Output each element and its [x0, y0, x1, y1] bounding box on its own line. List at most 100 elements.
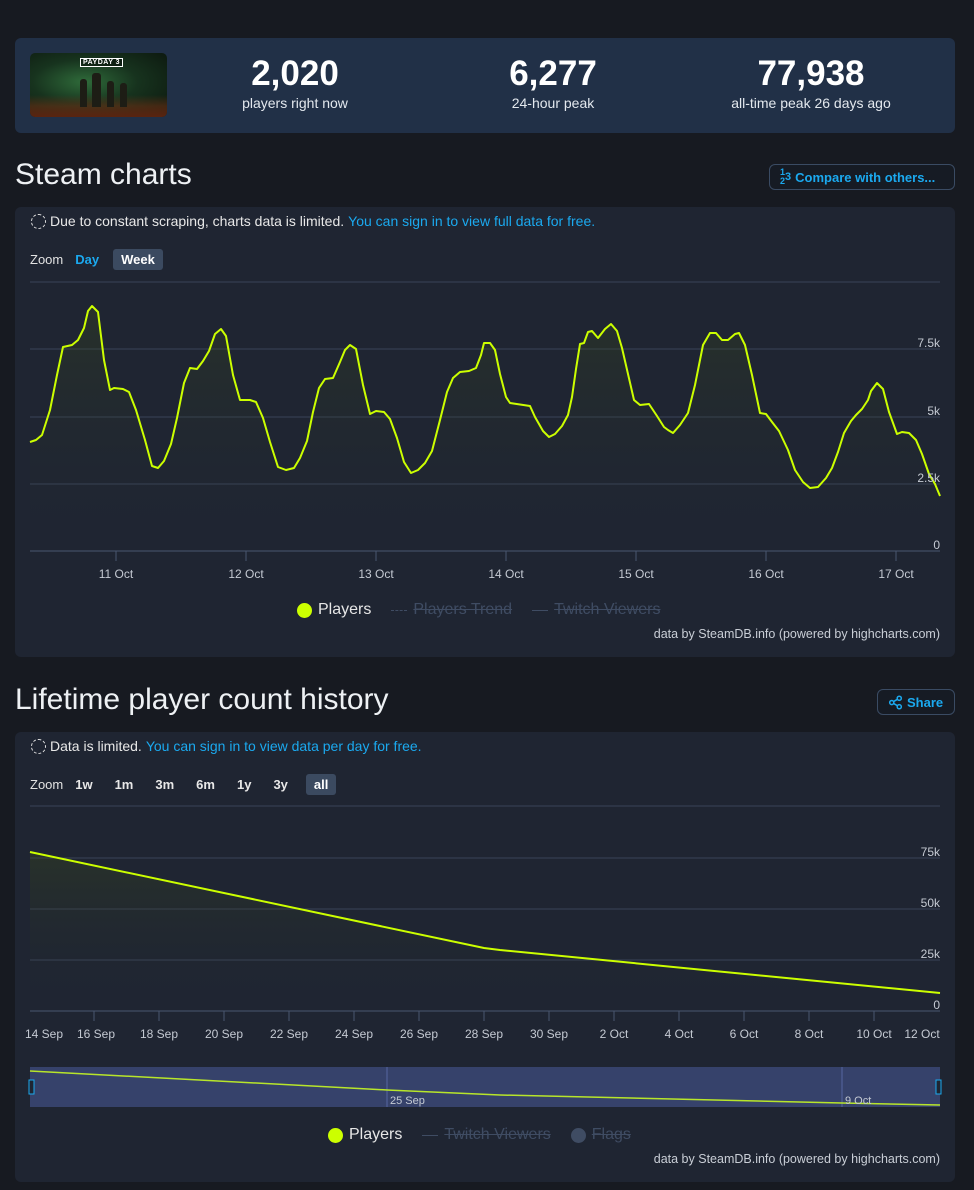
sign-in-link[interactable]: You can sign in to view data per day for…	[145, 738, 422, 754]
stat-value: 6,277	[509, 54, 597, 93]
zoom-label: Zoom	[30, 777, 64, 792]
notice-text: Due to constant scraping, charts data is…	[50, 213, 345, 229]
game-thumbnail[interactable]: PAYDAY 3	[30, 53, 167, 117]
stat-all-time-peak: 77,938 all-time peak 26 days ago	[691, 54, 931, 111]
share-icon	[888, 694, 903, 710]
zoom-1y-button[interactable]: 1y	[236, 777, 252, 792]
range-navigator[interactable]: 25 Sep 9 Oct	[28, 1067, 942, 1107]
legend-twitch-viewers[interactable]: Twitch Viewers	[532, 601, 660, 619]
y-label: 2.5k	[917, 471, 941, 485]
x-label: 10 Oct	[856, 1027, 892, 1041]
x-label: 11 Oct	[99, 567, 134, 581]
loading-icon	[31, 213, 46, 229]
y-label: 7.5k	[917, 336, 941, 350]
legend-twitch-viewers[interactable]: Twitch Viewers	[422, 1126, 551, 1144]
stat-label: players right now	[242, 95, 348, 111]
x-label: 14 Oct	[488, 567, 524, 581]
y-label: 5k	[927, 404, 941, 418]
notice-text: Data is limited.	[50, 738, 142, 754]
thumbnail-figure	[92, 73, 101, 107]
x-label: 16 Sep	[77, 1027, 115, 1041]
y-label: 50k	[921, 896, 941, 910]
zoom-day-button[interactable]: Day	[75, 252, 100, 267]
players-line	[29, 851, 941, 994]
y-label: 0	[933, 998, 940, 1012]
x-label: 18 Sep	[140, 1027, 178, 1041]
stat-label: 24-hour peak	[511, 95, 595, 111]
legend-flags[interactable]: Flags	[570, 1126, 631, 1144]
dotted-line-icon	[391, 609, 408, 611]
sign-in-link[interactable]: You can sign in to view full data for fr…	[348, 213, 596, 229]
x-label: 17 Oct	[878, 567, 914, 581]
zoom-selector: Zoom Day Week	[30, 249, 173, 270]
legend-label: Twitch Viewers	[444, 1126, 551, 1143]
zoom-1m-button[interactable]: 1m	[114, 777, 134, 792]
y-axis-labels: 7.5k 5k 2.5k 0	[917, 336, 941, 552]
data-limited-notice: Due to constant scraping, charts data is…	[31, 213, 595, 229]
x-axis-labels: 14 Sep 16 Sep 18 Sep 20 Sep 22 Sep 24 Se…	[25, 1027, 940, 1041]
stat-label: all-time peak 26 days ago	[731, 95, 891, 111]
chart-credit[interactable]: data by SteamDB.info (powered by highcha…	[653, 1152, 940, 1166]
x-label: 15 Oct	[618, 567, 654, 581]
x-label: 12 Oct	[904, 1027, 940, 1041]
steam-players-chart[interactable]: 7.5k 5k 2.5k 0 11 Oct 12 Oct 13 Oct 14 O…	[0, 0, 974, 660]
legend-players[interactable]: Players	[328, 1126, 402, 1144]
x-label: 22 Sep	[270, 1027, 308, 1041]
game-header-card: PAYDAY 3 2,020 players right now 6,277 2…	[15, 38, 955, 133]
steam-charts-legend: Players Players Trend Twitch Viewers	[297, 601, 660, 619]
legend-label: Players	[349, 1126, 403, 1143]
thumbnail-figure	[120, 83, 127, 107]
legend-label: Twitch Viewers	[554, 601, 661, 618]
navigator-right-handle[interactable]	[935, 1079, 942, 1095]
x-label: 24 Sep	[335, 1027, 373, 1041]
legend-label: Players Trend	[413, 601, 513, 618]
y-label: 75k	[921, 845, 941, 859]
line-icon	[532, 609, 549, 611]
legend-players[interactable]: Players	[297, 601, 371, 619]
x-ticks	[93, 1011, 875, 1021]
stat-value: 2,020	[251, 54, 339, 93]
zoom-week-button[interactable]: Week	[113, 249, 163, 270]
x-label: 28 Sep	[465, 1027, 503, 1041]
line-icon	[422, 1134, 439, 1136]
y-label: 25k	[921, 947, 941, 961]
players-dot-icon	[328, 1127, 343, 1143]
players-dot-icon	[297, 602, 312, 618]
legend-label: Players	[318, 601, 372, 618]
x-label: 6 Oct	[730, 1027, 759, 1041]
y-label: 0	[933, 538, 940, 552]
share-button[interactable]: Share	[877, 689, 955, 715]
chart-credit[interactable]: data by SteamDB.info (powered by highcha…	[653, 627, 940, 641]
x-label: 26 Sep	[400, 1027, 438, 1041]
zoom-all-button[interactable]: all	[305, 774, 337, 795]
x-label: 14 Sep	[25, 1027, 63, 1041]
y-axis-labels: 75k 50k 25k 0	[921, 845, 941, 1012]
x-label: 16 Oct	[748, 567, 784, 581]
share-button-label: Share	[907, 694, 944, 710]
navigator-label: 25 Sep	[390, 1095, 425, 1107]
loading-icon	[31, 738, 46, 754]
zoom-3m-button[interactable]: 3m	[155, 777, 175, 792]
players-line	[29, 305, 941, 497]
zoom-selector: Zoom 1w 1m 3m 6m 1y 3y all	[30, 774, 346, 795]
x-label: 8 Oct	[795, 1027, 824, 1041]
x-label: 2 Oct	[600, 1027, 629, 1041]
thumbnail-figure	[80, 79, 87, 107]
navigator-left-handle[interactable]	[28, 1079, 35, 1095]
legend-players-trend[interactable]: Players Trend	[391, 601, 512, 619]
players-area	[30, 852, 940, 1011]
zoom-1w-button[interactable]: 1w	[75, 777, 93, 792]
x-label: 12 Oct	[228, 567, 264, 581]
game-logo: PAYDAY 3	[80, 58, 124, 67]
x-label: 4 Oct	[665, 1027, 694, 1041]
steam-charts-title: Steam charts	[15, 158, 192, 191]
lifetime-legend: Players Twitch Viewers Flags	[328, 1126, 631, 1144]
x-axis-labels: 11 Oct 12 Oct 13 Oct 14 Oct 15 Oct 16 Oc…	[99, 567, 915, 581]
zoom-label: Zoom	[30, 252, 64, 267]
x-label: 13 Oct	[358, 567, 394, 581]
zoom-3y-button[interactable]: 3y	[273, 777, 288, 792]
zoom-6m-button[interactable]: 6m	[196, 777, 215, 792]
